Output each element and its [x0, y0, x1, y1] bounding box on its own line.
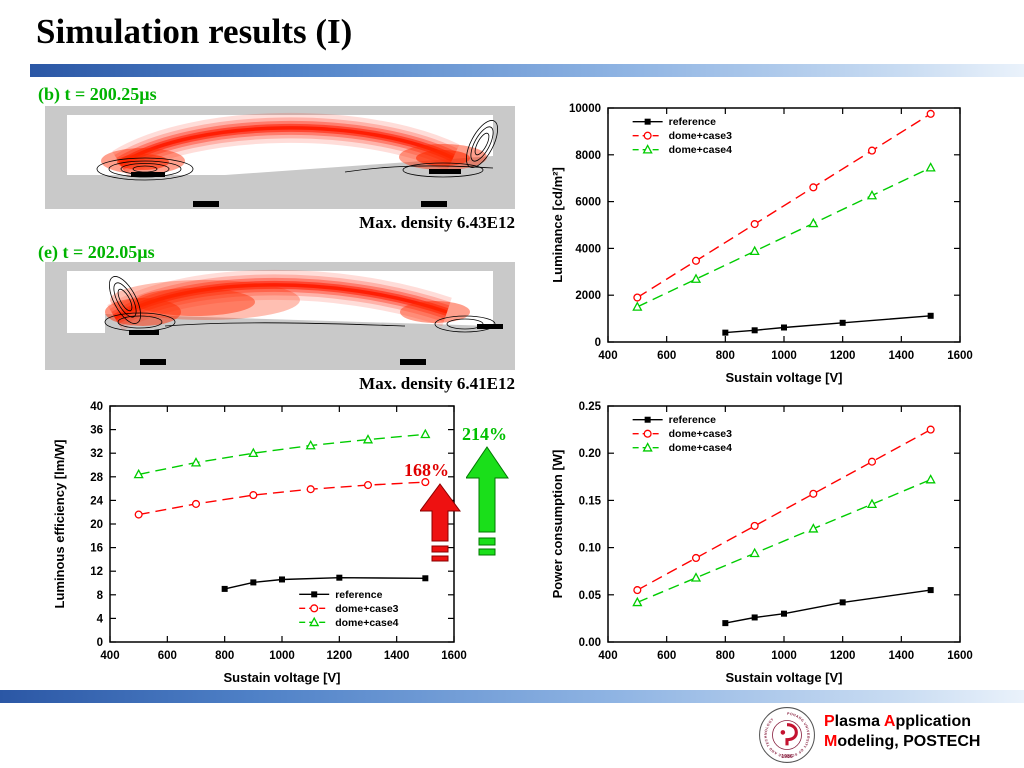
svg-text:1400: 1400	[384, 650, 410, 662]
svg-text:6000: 6000	[575, 197, 601, 209]
svg-text:1400: 1400	[889, 350, 915, 362]
sim-e-time-label: (e) t = 202.05µs	[38, 242, 155, 262]
svg-text:1200: 1200	[830, 350, 856, 362]
svg-text:24: 24	[90, 495, 103, 507]
red-percent-label: 168%	[404, 460, 449, 480]
svg-text:1600: 1600	[441, 650, 467, 662]
svg-text:1200: 1200	[327, 650, 353, 662]
svg-text:4: 4	[97, 613, 104, 625]
sim-b-caption: Max. density 6.43E12	[359, 213, 515, 232]
sim-e-contour-image	[45, 262, 515, 370]
bottom-divider-bar	[0, 690, 1024, 703]
svg-text:dome+case4: dome+case4	[669, 144, 732, 156]
svg-text:0.00: 0.00	[579, 637, 601, 649]
svg-text:reference: reference	[669, 116, 716, 128]
svg-text:36: 36	[90, 425, 103, 437]
green-percent-label: 214%	[462, 424, 507, 444]
postech-logo: POHANG UNIVERSITY OF SCIENCE AND TECHNOL…	[758, 706, 816, 764]
svg-text:400: 400	[100, 650, 119, 662]
svg-text:32: 32	[90, 448, 103, 460]
svg-text:600: 600	[657, 350, 676, 362]
svg-text:400: 400	[598, 650, 617, 662]
svg-text:2000: 2000	[575, 290, 601, 302]
svg-text:600: 600	[657, 650, 676, 662]
power-consumption-chart: 400 600 800 1000 1200 1400 1600 0.00 0.05 0.10 0.1…	[548, 396, 974, 688]
svg-text:16: 16	[90, 543, 103, 555]
svg-text:600: 600	[158, 650, 177, 662]
sim-b-time-label: (b) t = 200.25µs	[38, 84, 157, 104]
footer-credit-line1: Plasma Application	[824, 713, 972, 730]
svg-text:800: 800	[215, 650, 234, 662]
svg-text:Luminance [cd/m²]: Luminance [cd/m²]	[550, 167, 565, 283]
svg-text:1000: 1000	[771, 350, 797, 362]
svg-text:28: 28	[90, 472, 103, 484]
svg-text:1200: 1200	[830, 650, 856, 662]
svg-text:800: 800	[716, 350, 735, 362]
svg-text:dome+case3: dome+case3	[669, 428, 732, 440]
luminance-chart: 400 600 800 1000 1200 1400 1600 0 2000 4000 6000 80…	[548, 98, 974, 388]
svg-text:0.05: 0.05	[579, 590, 602, 602]
svg-text:10000: 10000	[569, 103, 601, 115]
sim-e-caption: Max. density 6.41E12	[359, 374, 515, 393]
footer-credit: Plasma Application Modeling, POSTECH	[824, 712, 980, 752]
svg-text:reference: reference	[669, 414, 716, 426]
svg-text:Power consumption [W]: Power consumption [W]	[550, 450, 565, 599]
svg-text:0.20: 0.20	[579, 448, 601, 460]
svg-text:0.15: 0.15	[579, 495, 602, 507]
svg-text:Sustain voltage [V]: Sustain voltage [V]	[725, 670, 842, 685]
page-title: Simulation results (I)	[36, 12, 353, 51]
svg-text:Sustain voltage [V]: Sustain voltage [V]	[223, 670, 340, 685]
svg-text:dome+case3: dome+case3	[335, 603, 398, 615]
svg-text:1000: 1000	[269, 650, 295, 662]
footer-credit-line2: Modeling, POSTECH	[824, 733, 981, 750]
svg-text:0: 0	[595, 337, 601, 349]
svg-text:Sustain voltage [V]: Sustain voltage [V]	[725, 370, 842, 385]
svg-text:20: 20	[90, 519, 103, 531]
svg-text:1400: 1400	[889, 650, 915, 662]
svg-text:8000: 8000	[575, 150, 601, 162]
red-up-arrow-icon	[420, 483, 462, 565]
svg-text:1000: 1000	[771, 650, 797, 662]
svg-text:0: 0	[97, 637, 103, 649]
svg-text:0.25: 0.25	[579, 401, 602, 413]
svg-text:reference: reference	[335, 589, 382, 601]
svg-text:dome+case4: dome+case4	[669, 442, 732, 454]
svg-text:dome+case4: dome+case4	[335, 617, 398, 629]
svg-text:Luminous efficiency [lm/W]: Luminous efficiency [lm/W]	[52, 439, 67, 608]
svg-text:1600: 1600	[947, 650, 973, 662]
svg-text:40: 40	[90, 401, 103, 413]
svg-text:dome+case3: dome+case3	[669, 130, 732, 142]
green-up-arrow-icon	[466, 446, 510, 558]
sim-b-contour-image	[45, 106, 515, 209]
plasma-contour-b-icon	[45, 106, 515, 209]
luminous-efficiency-chart: 400 600 800 1000 1200 1400 1600 0 4 8 12 16 20 24 28 32…	[50, 396, 468, 688]
plasma-contour-e-icon	[45, 262, 515, 370]
logo-emblem-icon	[785, 723, 798, 746]
svg-text:4000: 4000	[575, 243, 601, 255]
svg-text:400: 400	[598, 350, 617, 362]
svg-text:12: 12	[90, 566, 103, 578]
svg-text:800: 800	[716, 650, 735, 662]
svg-text:0.10: 0.10	[579, 543, 601, 555]
svg-text:1600: 1600	[947, 350, 973, 362]
top-divider-bar	[30, 64, 1024, 77]
logo-year: 1986	[781, 754, 793, 760]
svg-text:8: 8	[97, 590, 104, 602]
